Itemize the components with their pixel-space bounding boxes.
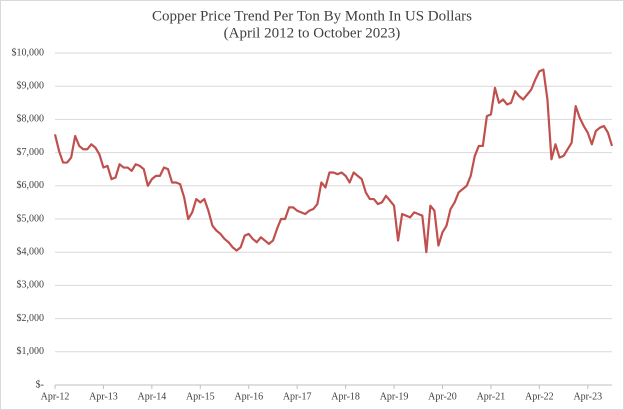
y-tick-label: $7,000 <box>17 147 45 158</box>
x-tick-label: Apr-17 <box>283 391 312 402</box>
x-tick-label: Apr-13 <box>89 391 118 402</box>
y-tick-label: $9,000 <box>17 80 45 91</box>
y-tick-label: $5,000 <box>17 213 45 224</box>
y-tick-label: $1,000 <box>17 346 45 357</box>
line-series <box>53 68 614 254</box>
y-tick-label: $8,000 <box>17 114 45 125</box>
y-tick-label: $- <box>36 379 44 390</box>
y-tick-label: $10,000 <box>12 47 45 58</box>
x-tick-label: Apr-19 <box>380 391 409 402</box>
x-tick-label: Apr-23 <box>573 391 602 402</box>
x-tick-label: Apr-15 <box>186 391 215 402</box>
y-tick-label: $6,000 <box>17 180 45 191</box>
y-tick-label: $4,000 <box>17 246 45 257</box>
x-tick-label: Apr-16 <box>234 391 263 402</box>
x-tick-label: Apr-18 <box>331 391 360 402</box>
x-tick-label: Apr-21 <box>477 391 506 402</box>
y-tick-label: $3,000 <box>17 280 45 291</box>
x-tick-label: Apr-22 <box>525 391 554 402</box>
chart-subtitle: (April 2012 to October 2023) <box>224 25 401 41</box>
x-tick-label: Apr-20 <box>428 391 457 402</box>
y-tick-label: $2,000 <box>17 313 45 324</box>
chart-title: Copper Price Trend Per Ton By Month In U… <box>152 8 472 24</box>
x-tick-label: Apr-12 <box>41 391 70 402</box>
x-tick-label: Apr-14 <box>138 391 167 402</box>
